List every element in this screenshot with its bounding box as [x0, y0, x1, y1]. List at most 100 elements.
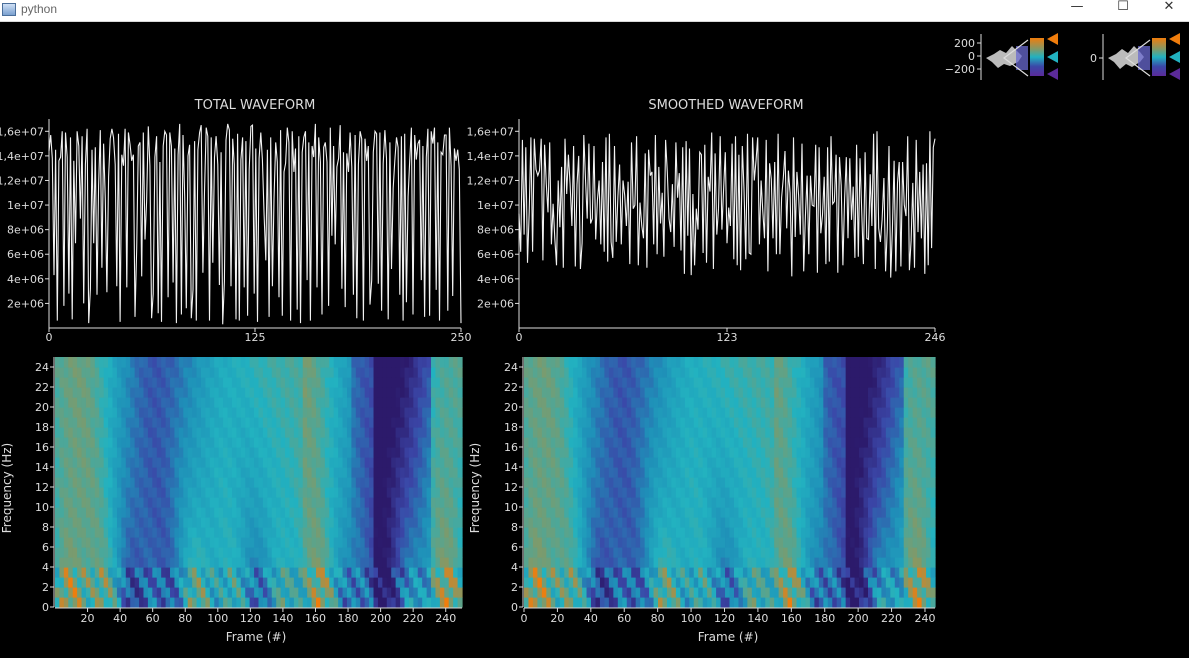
heatmap-cell	[174, 427, 180, 438]
heatmap-cell	[742, 407, 748, 418]
heatmap-cell	[262, 377, 268, 388]
heatmap-cell	[836, 447, 842, 458]
heatmap-cell	[422, 367, 428, 378]
colormap-gradient-bar[interactable]	[1152, 38, 1166, 76]
heatmap-cell	[307, 427, 313, 438]
heatmap-cell	[644, 447, 650, 458]
heatmap-cell	[644, 477, 650, 488]
minimize-button[interactable]: —	[1070, 0, 1084, 14]
heatmap-cell	[373, 397, 379, 408]
heatmap-cell	[258, 377, 264, 388]
heatmap-cell	[285, 467, 291, 478]
heatmap-cell	[675, 517, 681, 528]
heatmap-cell	[742, 567, 748, 578]
heatmap-cell	[644, 517, 650, 528]
heatmap-cell	[769, 567, 775, 578]
histogram-region[interactable]	[1016, 46, 1028, 70]
heatmap-cell	[917, 477, 923, 488]
heatmap-cell	[617, 387, 623, 398]
heatmap-cell	[881, 447, 887, 458]
heatmap-cell	[662, 597, 668, 608]
heatmap-cell	[108, 507, 114, 518]
heatmap-cell	[783, 547, 789, 558]
heatmap-cell	[298, 457, 304, 468]
heatmap-cell	[231, 417, 237, 428]
heatmap-cell	[872, 467, 878, 478]
heatmap-cell	[183, 417, 189, 428]
heatmap-cell	[382, 527, 388, 538]
heatmap-cell	[285, 577, 291, 588]
heatmap-cell	[404, 547, 410, 558]
gradient-stop-handle[interactable]	[1047, 33, 1058, 45]
heatmap-cell	[573, 437, 579, 448]
heatmap-cell	[890, 577, 896, 588]
heatmap-cell	[170, 387, 176, 398]
heatmap-cell	[94, 567, 100, 578]
heatmap-cell	[231, 507, 237, 518]
heatmap-cell	[81, 427, 87, 438]
heatmap-cell	[881, 547, 887, 558]
heatmap-cell	[364, 407, 370, 418]
heatmap-cell	[400, 367, 406, 378]
gradient-stop-handle[interactable]	[1169, 68, 1180, 80]
heatmap-cell	[161, 367, 167, 378]
heatmap-cell	[733, 547, 740, 558]
heatmap-cell	[729, 577, 735, 588]
heatmap-cell	[386, 537, 392, 548]
heatmap-cell	[262, 407, 268, 418]
histogram-region[interactable]	[1138, 46, 1150, 70]
heatmap-cell	[94, 537, 100, 548]
heatmap-cell	[814, 517, 820, 528]
maximize-button[interactable]: ☐	[1117, 0, 1129, 14]
heatmap-cell	[457, 387, 463, 398]
heatmap-cell	[738, 437, 744, 448]
heatmap-cell	[254, 367, 260, 378]
gradient-stop-handle[interactable]	[1047, 68, 1058, 80]
heatmap-cell	[622, 437, 628, 448]
heatmap-cell	[236, 487, 242, 498]
heatmap-cell	[591, 467, 597, 478]
heatmap-cell	[351, 357, 357, 368]
heatmap-cell	[116, 537, 122, 548]
heatmap-cell	[599, 427, 606, 438]
heatmap-cell	[774, 487, 780, 498]
heatmap-cell	[311, 507, 317, 518]
heatmap-cell	[174, 567, 180, 578]
close-button[interactable]: ✕	[1163, 0, 1175, 14]
heatmap-cell	[921, 597, 927, 608]
heatmap-cell	[373, 407, 379, 418]
heatmap-cell	[453, 447, 459, 458]
heatmap-cell	[63, 577, 69, 588]
gradient-stop-handle[interactable]	[1047, 51, 1058, 63]
heatmap-cell	[395, 467, 401, 478]
heatmap-cell	[765, 437, 771, 448]
colormap-gradient-bar[interactable]	[1030, 38, 1044, 76]
heatmap-cell	[400, 437, 406, 448]
heatmap-cell	[134, 407, 140, 418]
heatmap-cell	[448, 597, 454, 608]
heatmap-cell	[289, 527, 295, 538]
histogram-widget-1[interactable]: 200 0 −200	[945, 33, 1058, 80]
heatmap-cell	[532, 487, 538, 498]
heatmap-cell	[223, 527, 229, 538]
heatmap-cell	[863, 557, 869, 568]
heatmap-cell	[930, 497, 936, 508]
heatmap-cell	[249, 497, 255, 508]
heatmap-cell	[787, 427, 793, 438]
gradient-stop-handle[interactable]	[1169, 51, 1180, 63]
heatmap-cell	[818, 537, 824, 548]
heatmap-cell	[364, 597, 370, 608]
histogram-widget-2[interactable]: 0	[1090, 33, 1180, 80]
heatmap-cell	[245, 467, 251, 478]
heatmap-cell	[81, 467, 87, 478]
smoothed-waveform-plot[interactable]: SMOOTHED WAVEFORM 2e+064e+066e+068e+061e…	[467, 98, 946, 344]
total-waveform-plot[interactable]: TOTAL WAVEFORM 2e+064e+066e+068e+061e+07…	[0, 98, 472, 344]
heatmap-cell	[302, 587, 308, 598]
heatmap-cell	[774, 417, 780, 428]
heatmap-cell	[783, 557, 789, 568]
gradient-stop-handle[interactable]	[1169, 33, 1180, 45]
heatmap-cell	[139, 587, 145, 598]
heatmap-cell	[59, 507, 65, 518]
